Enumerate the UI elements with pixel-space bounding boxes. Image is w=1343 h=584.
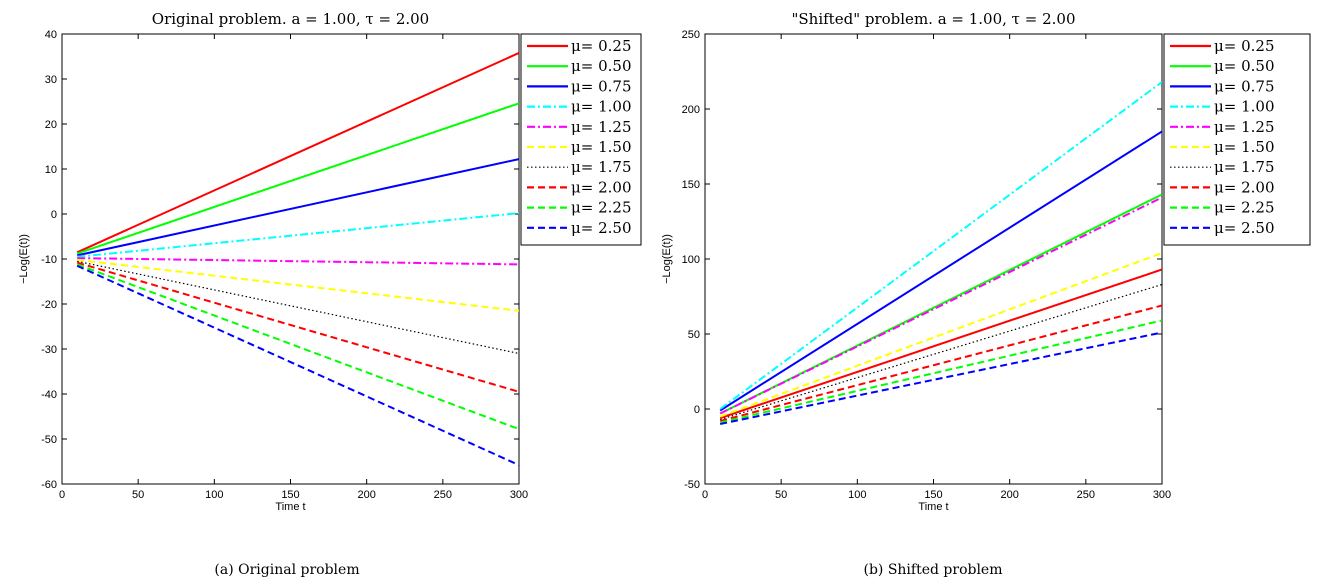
y-tick-label: -10 <box>41 254 57 266</box>
legend-entry: μ= 1.25 <box>1214 118 1274 136</box>
series-line-6 <box>719 252 1162 418</box>
series-line-8 <box>76 261 519 393</box>
series-line-2 <box>76 102 519 255</box>
y-tick-label: 50 <box>688 329 700 341</box>
legend-entry: μ= 2.00 <box>1214 178 1274 196</box>
x-tick-label: 50 <box>132 489 144 501</box>
x-axis-label: Time t <box>918 501 948 513</box>
legend-entry: μ= 2.00 <box>571 178 631 196</box>
legend-entry: μ= 0.25 <box>571 37 631 55</box>
y-tick-label: 10 <box>45 164 57 176</box>
legend-entry: μ= 0.75 <box>1214 77 1274 95</box>
x-tick-label: 250 <box>434 489 452 501</box>
series-line-3 <box>719 130 1162 412</box>
series-line-7 <box>720 283 1162 421</box>
x-tick-label: 100 <box>205 489 223 501</box>
y-tick-label: 30 <box>45 74 57 86</box>
x-tick-label: 150 <box>924 489 942 501</box>
legend-entry: μ= 1.75 <box>571 158 631 176</box>
x-tick-label: 100 <box>848 489 866 501</box>
chart-title: "Shifted" problem. a = 1.00, τ = 2.00 <box>792 10 1076 28</box>
legend-entry: μ= 0.50 <box>571 57 631 75</box>
y-tick-label: 20 <box>45 119 57 131</box>
series-line-5 <box>77 257 519 266</box>
legend-entry: μ= 1.50 <box>1214 138 1274 156</box>
y-tick-label: -50 <box>684 479 700 491</box>
series-line-2 <box>719 193 1162 415</box>
legend-entry: μ= 1.00 <box>1214 98 1274 116</box>
x-tick-label: 50 <box>775 489 787 501</box>
series-line-5 <box>719 196 1162 415</box>
legend-entry: μ= 2.25 <box>571 199 631 217</box>
legend: μ= 0.25 μ= 0.50 μ= 0.75 μ= 1.00 μ= 1.25 μ= 1.… <box>1163 33 1311 246</box>
chart-panel-1: Original problem. a = 1.00, τ = 2.00 0 50 1… <box>18 10 642 578</box>
x-tick-label: 200 <box>357 489 375 501</box>
y-tick-label: 100 <box>682 254 700 266</box>
x-tick-label: 300 <box>1153 489 1171 501</box>
series-line-7 <box>77 260 519 355</box>
y-axis-label: −Log(E(t)) <box>18 234 30 284</box>
y-tick-label: -50 <box>41 434 57 446</box>
y-tick-label: -30 <box>41 344 57 356</box>
legend-entry: μ= 1.50 <box>571 138 631 156</box>
series-line-1 <box>719 268 1162 419</box>
legend-box <box>1163 33 1311 246</box>
series-line-4 <box>77 212 519 258</box>
legend-entry: μ= 2.50 <box>571 219 631 237</box>
legend-entry: μ= 0.25 <box>1214 37 1274 55</box>
x-tick-label: 150 <box>281 489 299 501</box>
series-line-10 <box>76 264 519 467</box>
legend-entry: μ= 1.25 <box>571 118 631 136</box>
y-tick-label: -20 <box>41 299 57 311</box>
x-tick-label: 0 <box>59 489 65 501</box>
series-line-8 <box>719 304 1162 422</box>
legend-entry: μ= 0.50 <box>1214 57 1274 75</box>
y-tick-label: 0 <box>51 209 57 221</box>
y-tick-label: -60 <box>41 479 57 491</box>
figure-caption: (a) Original problem <box>214 562 359 578</box>
x-tick-label: 200 <box>1000 489 1018 501</box>
series-line-3 <box>76 158 519 257</box>
plot-frame <box>704 33 1163 485</box>
legend-entry: μ= 2.25 <box>1214 199 1274 217</box>
chart-panel-2: "Shifted" problem. a = 1.00, τ = 2.00 0 50… <box>661 10 1311 578</box>
series-line-4 <box>719 81 1162 410</box>
legend-entry: μ= 1.00 <box>571 98 631 116</box>
legend-box <box>520 33 642 246</box>
x-tick-label: 0 <box>702 489 708 501</box>
y-tick-label: -40 <box>41 389 57 401</box>
x-tick-label: 250 <box>1077 489 1095 501</box>
series-line-1 <box>76 51 519 254</box>
x-tick-label: 300 <box>510 489 528 501</box>
y-tick-label: 250 <box>682 29 700 41</box>
x-axis-label: Time t <box>275 501 305 513</box>
chart-title: Original problem. a = 1.00, τ = 2.00 <box>152 10 429 28</box>
legend-entry: μ= 2.50 <box>1214 219 1274 237</box>
series-line-10 <box>719 331 1162 425</box>
figure-caption: (b) Shifted problem <box>863 562 1002 578</box>
legend-entry: μ= 0.75 <box>571 77 631 95</box>
y-tick-label: 40 <box>45 29 57 41</box>
y-tick-label: 150 <box>682 179 700 191</box>
legend-entry: μ= 1.75 <box>1214 158 1274 176</box>
y-axis-label: −Log(E(t)) <box>661 234 673 284</box>
series-line-9 <box>76 263 519 431</box>
y-tick-label: 0 <box>694 404 700 416</box>
series-line-6 <box>77 258 519 312</box>
series-line-9 <box>719 319 1162 424</box>
legend: μ= 0.25 μ= 0.50 μ= 0.75 μ= 1.00 μ= 1.25 μ= 1.… <box>520 33 642 246</box>
y-tick-label: 200 <box>682 104 700 116</box>
